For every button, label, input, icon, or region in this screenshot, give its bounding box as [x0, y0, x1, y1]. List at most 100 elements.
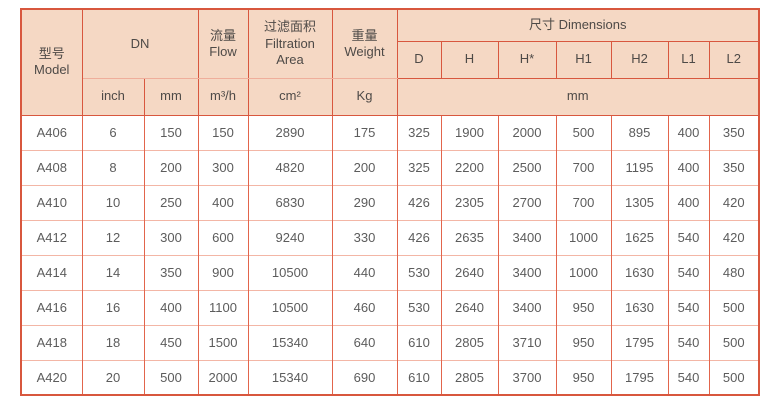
cell-filtration-area: 15340 — [247, 324, 333, 360]
cell-l2: 350 — [708, 149, 760, 185]
cell-filtration-area: 10500 — [247, 254, 333, 290]
cell-flow: 300 — [197, 149, 249, 185]
header-row-top: 型号 Model DN 流量 Flow 过滤面积 Filtration Area… — [20, 8, 760, 116]
cell-dn-mm: 500 — [143, 359, 199, 395]
cell-h2: 1795 — [610, 359, 669, 395]
cell-d: 530 — [396, 289, 442, 325]
unit-weight: Kg — [331, 77, 398, 116]
cell-dn-mm: 150 — [143, 114, 199, 150]
cell-dn-inch: 18 — [81, 324, 145, 360]
header-flow: 流量 Flow — [197, 8, 249, 79]
cell-flow: 400 — [197, 184, 249, 220]
cell-h: 2805 — [440, 359, 499, 395]
cell-h-star: 3400 — [497, 254, 557, 290]
cell-dn-inch: 10 — [81, 184, 145, 220]
header-dimensions: 尺寸 Dimensions — [396, 8, 760, 42]
table-row: A410 10 250 400 6830 290 426 2305 2700 700 1305 400… — [20, 184, 760, 220]
cell-d: 610 — [396, 324, 442, 360]
cell-dn-mm: 300 — [143, 219, 199, 255]
cell-flow: 1500 — [197, 324, 249, 360]
spec-table-container: 型号 Model DN 流量 Flow 过滤面积 Filtration Area… — [20, 8, 760, 396]
unit-filtration-area: cm² — [247, 77, 333, 116]
header-dim-l1: L1 — [667, 40, 710, 79]
table-row: A418 18 450 1500 15340 640 610 2805 3710 950 1795 5… — [20, 324, 760, 360]
cell-h2: 1795 — [610, 324, 669, 360]
cell-h-star: 3700 — [497, 359, 557, 395]
cell-dn-inch: 8 — [81, 149, 145, 185]
header-dim-l2: L2 — [708, 40, 760, 79]
cell-dn-mm: 250 — [143, 184, 199, 220]
cell-dn-mm: 350 — [143, 254, 199, 290]
cell-h1: 1000 — [555, 254, 612, 290]
cell-h: 2805 — [440, 324, 499, 360]
cell-l2: 500 — [708, 289, 760, 325]
table-row: A420 20 500 2000 15340 690 610 2805 3700 950 1795 5… — [20, 359, 760, 395]
cell-h2: 1630 — [610, 254, 669, 290]
cell-h-star: 3710 — [497, 324, 557, 360]
header-dim-h: H — [440, 40, 499, 79]
header-row-units: inch mm m³/h cm² Kg mm — [21, 77, 760, 116]
header-row-dim-sub: D H H* H1 H2 L1 L2 — [21, 40, 760, 79]
cell-h2: 1195 — [610, 149, 669, 185]
cell-h: 2640 — [440, 254, 499, 290]
cell-l2: 480 — [708, 254, 760, 290]
cell-weight: 200 — [331, 149, 398, 185]
table-row: A416 16 400 1100 10500 460 530 2640 3400 950 1630 5… — [20, 289, 760, 325]
cell-weight: 175 — [331, 114, 398, 150]
cell-h2: 1305 — [610, 184, 669, 220]
header-weight: 重量 Weight — [331, 8, 398, 79]
cell-d: 610 — [396, 359, 442, 395]
cell-l2: 500 — [708, 359, 760, 395]
cell-flow: 1100 — [197, 289, 249, 325]
cell-flow: 600 — [197, 219, 249, 255]
cell-flow: 2000 — [197, 359, 249, 395]
cell-h1: 500 — [555, 114, 612, 150]
unit-dimensions: mm — [396, 77, 760, 116]
cell-d: 426 — [396, 219, 442, 255]
cell-l2: 420 — [708, 184, 760, 220]
cell-filtration-area: 6830 — [247, 184, 333, 220]
cell-l1: 540 — [667, 289, 710, 325]
cell-h-star: 2700 — [497, 184, 557, 220]
spec-table-body: A406 6 150 150 2890 175 325 1900 2000 500 895 400 35… — [20, 114, 760, 395]
cell-weight: 440 — [331, 254, 398, 290]
cell-filtration-area: 15340 — [247, 359, 333, 395]
cell-l2: 350 — [708, 114, 760, 150]
header-filtration-area: 过滤面积 Filtration Area — [247, 8, 333, 79]
cell-weight: 460 — [331, 289, 398, 325]
cell-dn-inch: 14 — [81, 254, 145, 290]
cell-l1: 400 — [667, 149, 710, 185]
cell-dn-mm: 200 — [143, 149, 199, 185]
cell-l2: 500 — [708, 324, 760, 360]
header-dim-h2: H2 — [610, 40, 669, 79]
cell-h2: 1630 — [610, 289, 669, 325]
cell-h1: 950 — [555, 359, 612, 395]
cell-weight: 330 — [331, 219, 398, 255]
header-dim-h-star: H* — [497, 40, 557, 79]
spec-table-header: 型号 Model DN 流量 Flow 过滤面积 Filtration Area… — [20, 8, 760, 116]
cell-h2: 895 — [610, 114, 669, 150]
cell-h1: 700 — [555, 149, 612, 185]
cell-h-star: 2500 — [497, 149, 557, 185]
cell-h2: 1625 — [610, 219, 669, 255]
cell-h1: 950 — [555, 324, 612, 360]
cell-l1: 400 — [667, 114, 710, 150]
header-model: 型号 Model — [20, 8, 83, 116]
cell-dn-inch: 16 — [81, 289, 145, 325]
table-row: A408 8 200 300 4820 200 325 2200 2500 700 1195 400 3… — [20, 149, 760, 185]
header-dn: DN — [81, 8, 199, 79]
spec-table: 型号 Model DN 流量 Flow 过滤面积 Filtration Area… — [20, 8, 760, 396]
cell-filtration-area: 4820 — [247, 149, 333, 185]
cell-dn-mm: 400 — [143, 289, 199, 325]
cell-l1: 540 — [667, 359, 710, 395]
cell-h: 2200 — [440, 149, 499, 185]
cell-weight: 690 — [331, 359, 398, 395]
cell-dn-inch: 6 — [81, 114, 145, 150]
cell-d: 426 — [396, 184, 442, 220]
cell-h1: 950 — [555, 289, 612, 325]
cell-model: A418 — [20, 324, 83, 360]
cell-h: 2305 — [440, 184, 499, 220]
unit-dn-mm: mm — [143, 77, 199, 116]
cell-model: A410 — [20, 184, 83, 220]
unit-flow: m³/h — [197, 77, 249, 116]
